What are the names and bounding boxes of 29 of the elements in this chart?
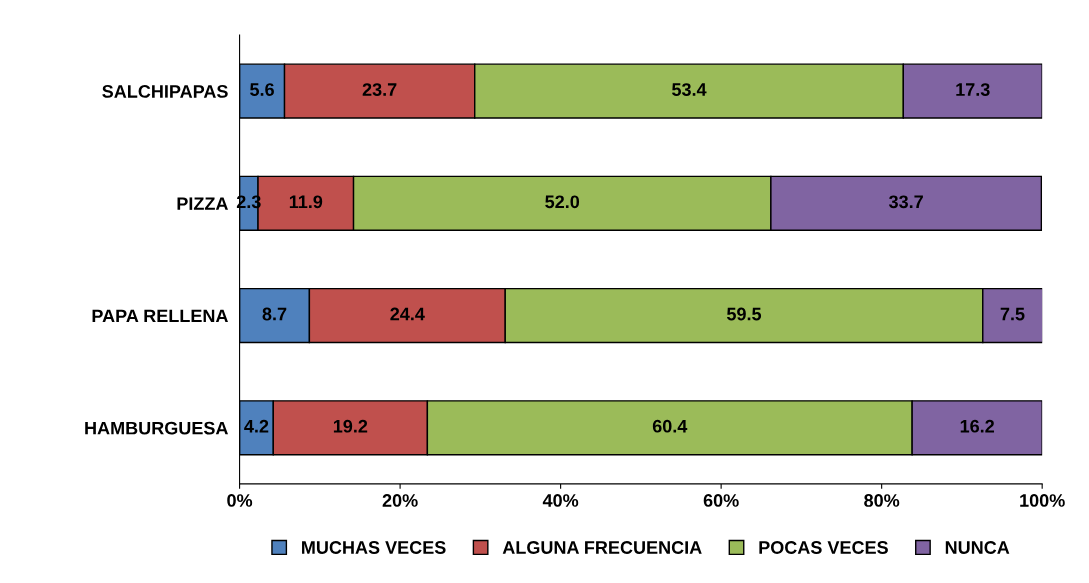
data-label: 16.2 (960, 419, 995, 433)
data-label: 8.7 (262, 307, 287, 321)
legend-label: POCAS VECES (759, 541, 888, 554)
data-label: 52.0 (545, 195, 580, 209)
legend-label: MUCHAS VECES (302, 541, 446, 554)
data-label: 23.7 (362, 83, 397, 96)
data-label: 19.2 (333, 419, 368, 433)
x-tick-label: 20% (382, 494, 418, 507)
data-label: 53.4 (672, 83, 707, 96)
legend-label: ALGUNA FRECUENCIA (502, 541, 702, 554)
data-label: 33.7 (888, 195, 923, 209)
data-label: 5.6 (250, 83, 274, 96)
data-label: 4.2 (244, 419, 269, 433)
y-tick-label: PAPA RELLENA (92, 309, 228, 323)
x-tick-label: 0% (227, 494, 253, 507)
legend-label: NUNCA (945, 541, 1010, 554)
y-tick-label: SALCHIPAPAS (102, 85, 228, 98)
x-tick-label: 100% (1020, 494, 1065, 507)
data-label: 11.9 (289, 195, 323, 209)
y-tick-label: PIZZA (177, 197, 228, 210)
y-tick-label: HAMBURGUESA (85, 421, 228, 435)
data-label: 24.4 (390, 307, 425, 321)
data-label: 17.3 (956, 83, 990, 96)
x-tick-label: 60% (703, 494, 739, 507)
data-label: 60.4 (652, 419, 688, 433)
data-label: 59.5 (727, 307, 762, 321)
x-tick-label: 80% (864, 494, 900, 507)
x-tick-label: 40% (542, 494, 579, 507)
data-label: 7.5 (1000, 307, 1025, 321)
